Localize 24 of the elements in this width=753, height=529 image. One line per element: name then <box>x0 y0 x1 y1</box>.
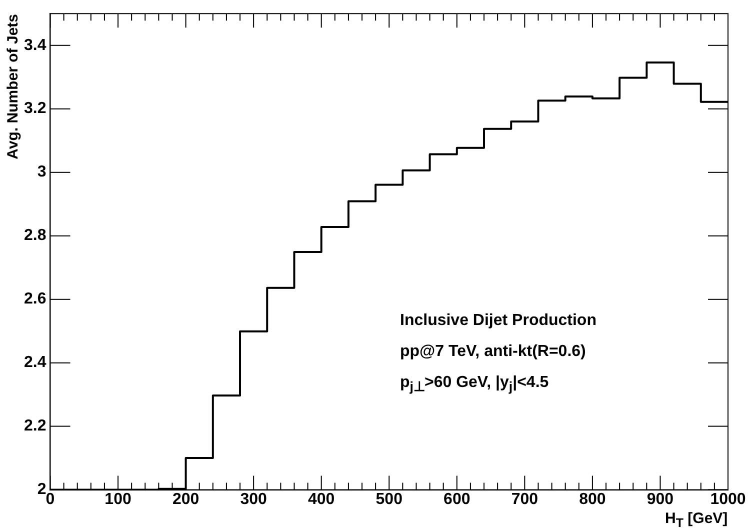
y-tick-label: 2.2 <box>24 418 46 435</box>
y-tick-label: 2.8 <box>24 227 46 244</box>
y-tick-label: 3.4 <box>24 36 46 54</box>
x-axis-title: H$_{T}$ [GeV] <box>665 510 728 529</box>
y-tick-label: 2.6 <box>24 290 46 308</box>
y-axis-title: Avg. Number of Jets <box>4 14 22 159</box>
x-tick-label: 600 <box>444 490 470 508</box>
annotation: Inclusive Dijet Production <box>400 311 596 331</box>
x-tick-label: 800 <box>579 490 606 508</box>
x-tick-label: 0 <box>46 490 55 508</box>
y-tick-label: 2 <box>37 481 46 498</box>
x-tick-label: 700 <box>511 490 538 508</box>
x-tick-label: 200 <box>172 490 200 508</box>
x-tick-label: 100 <box>104 490 132 508</box>
x-tick-label: 400 <box>308 490 335 508</box>
x-tick-label: 300 <box>240 490 268 508</box>
x-tick-label: 900 <box>646 490 674 508</box>
y-tick-label: 3 <box>37 164 46 181</box>
y-tick-label: 2.4 <box>24 354 46 372</box>
x-tick-label: 500 <box>376 490 403 508</box>
x-tick-label: 1000 <box>710 490 746 508</box>
annotation: pp@7 TeV, anti-kt(R=0.6) <box>400 342 587 362</box>
annotation: p$_{j⊥}$>60 GeV, |y$_{j}$|<4.5 <box>400 373 550 396</box>
y-tick-label: 3.2 <box>24 100 46 118</box>
